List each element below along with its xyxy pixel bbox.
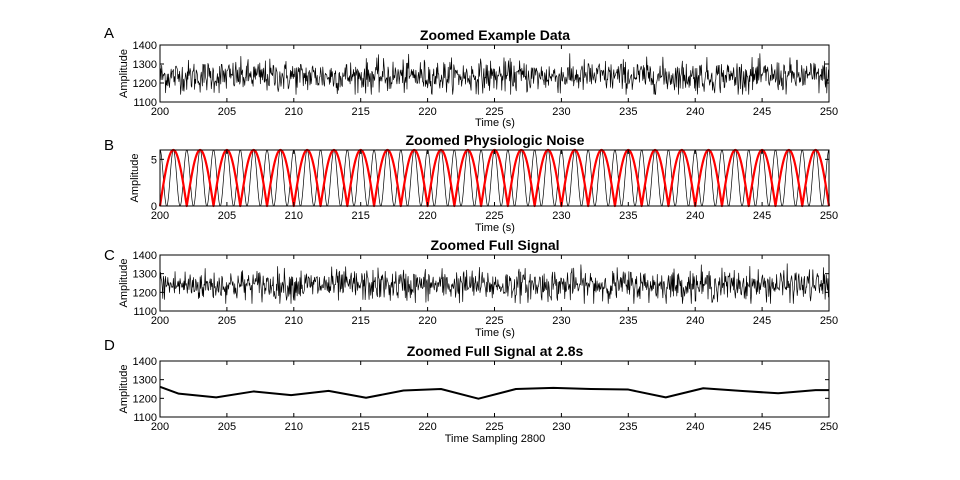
panel-b-xtick-label: 215 xyxy=(352,210,370,222)
panel-a-series-1-line xyxy=(159,53,830,95)
panel-a-ytick-label: 1200 xyxy=(133,78,157,90)
panel-b-xtick-label: 205 xyxy=(218,210,236,222)
panel-d-ytick-label: 1200 xyxy=(133,393,157,405)
panel-c-ytick-label: 1400 xyxy=(133,250,157,262)
panel-d-xtick-label: 215 xyxy=(352,421,370,433)
panel-d-ylabel: Amplitude xyxy=(118,365,130,414)
panel-c-xtick-label: 215 xyxy=(352,315,370,327)
panel-d-xtick-label: 200 xyxy=(151,421,169,433)
panel-letter-b: B xyxy=(104,137,114,154)
panel-a-xtick-label: 200 xyxy=(151,106,169,118)
panel-c-xtick-label: 235 xyxy=(619,315,637,327)
panel-c-xtick-label: 225 xyxy=(485,315,503,327)
panel-letter-a: A xyxy=(104,25,114,42)
panel-b-xtick-label: 225 xyxy=(485,210,503,222)
panel-a-ytick-label: 1100 xyxy=(133,97,157,109)
panel-b-xtick-label: 240 xyxy=(686,210,704,222)
panel-d-ytick-label: 1300 xyxy=(133,375,157,387)
panel-d-xtick-label: 205 xyxy=(218,421,236,433)
panel-b-ytick-label: 5 xyxy=(151,154,157,166)
panel-c-xlabel: Time (s) xyxy=(475,327,515,339)
panel-a-xtick-label: 235 xyxy=(619,106,637,118)
panel-b-xtick-label: 230 xyxy=(552,210,570,222)
panel-letter-d: D xyxy=(104,337,115,354)
panel-c-xtick-label: 220 xyxy=(418,315,436,327)
panel-b-ytick-label: 0 xyxy=(151,201,157,213)
panel-a-xtick-label: 220 xyxy=(418,106,436,118)
panel-c-xtick-label: 240 xyxy=(686,315,704,327)
panel-a-xtick-label: 210 xyxy=(285,106,303,118)
panel-d-xtick-label: 235 xyxy=(619,421,637,433)
panel-b-series-1-line xyxy=(159,149,830,207)
panel-a: A Zoomed Example Data 200 205 210 215 220 225… xyxy=(104,25,838,129)
panel-d-xtick-label: 225 xyxy=(485,421,503,433)
panel-d-ytick-label: 1100 xyxy=(133,412,157,424)
panel-c-xtick-label: 250 xyxy=(820,315,838,327)
panel-a-xtick-label: 230 xyxy=(552,106,570,118)
panel-a-xtick-label: 250 xyxy=(820,106,838,118)
panel-a-xtick-label: 225 xyxy=(485,106,503,118)
panel-c-xtick-label: 245 xyxy=(753,315,771,327)
panel-d-ytick-label: 1400 xyxy=(133,356,157,368)
panel-b-series-2-line xyxy=(158,148,831,208)
panel-a-ylabel: Amplitude xyxy=(118,49,130,98)
panel-b-title: Zoomed Physiologic Noise xyxy=(406,132,585,148)
panel-a-xtick-label: 205 xyxy=(218,106,236,118)
panel-d-xtick-label: 220 xyxy=(418,421,436,433)
panel-c-ytick-label: 1100 xyxy=(133,306,157,318)
panel-a-xtick-label: 215 xyxy=(352,106,370,118)
panel-a-ytick-label: 1300 xyxy=(133,59,157,71)
panel-b-xtick-label: 250 xyxy=(820,210,838,222)
panel-d-xtick-label: 240 xyxy=(686,421,704,433)
panel-d-xtick-label: 250 xyxy=(820,421,838,433)
panel-c-series-1-line xyxy=(159,263,830,304)
panel-a-title: Zoomed Example Data xyxy=(420,27,570,43)
panel-d-xtick-label: 230 xyxy=(552,421,570,433)
panel-c-xtick-label: 205 xyxy=(218,315,236,327)
panel-a-xtick-label: 245 xyxy=(753,106,771,118)
panel-d-xlabel: Time Sampling 2800 xyxy=(445,433,545,445)
panel-c-ylabel: Amplitude xyxy=(118,259,130,308)
panel-a-xtick-label: 240 xyxy=(686,106,704,118)
panel-c-xtick-label: 200 xyxy=(151,315,169,327)
panel-c-title: Zoomed Full Signal xyxy=(430,237,559,253)
panel-d-series-1-line xyxy=(159,385,829,400)
panel-d-xtick-label: 245 xyxy=(753,421,771,433)
panel-b-xlabel: Time (s) xyxy=(475,222,515,234)
panel-c-xtick-label: 210 xyxy=(285,315,303,327)
panel-b-ylabel: Amplitude xyxy=(129,154,141,203)
panel-b-xtick-label: 210 xyxy=(285,210,303,222)
panel-c-ytick-label: 1300 xyxy=(133,269,157,281)
panel-d: D Zoomed Full Signal at 2.8s 200 205 210 21… xyxy=(104,337,838,445)
panel-b-axes-box xyxy=(159,149,830,207)
panel-a-xlabel: Time (s) xyxy=(475,117,515,129)
panel-b-xtick-label: 220 xyxy=(418,210,436,222)
panel-b-xtick-label: 235 xyxy=(619,210,637,222)
panel-c-ytick-label: 1200 xyxy=(133,287,157,299)
panel-d-axes-box xyxy=(159,360,830,418)
panel-c-xtick-label: 230 xyxy=(552,315,570,327)
panel-d-title: Zoomed Full Signal at 2.8s xyxy=(407,343,584,359)
panel-b: B Zoomed Physiologic Noise 200 205 210 215 2… xyxy=(104,132,838,234)
panel-a-ytick-label: 1400 xyxy=(133,40,157,52)
panel-d-xtick-label: 210 xyxy=(285,421,303,433)
panel-b-xtick-label: 200 xyxy=(151,210,169,222)
panel-letter-c: C xyxy=(104,247,115,264)
panel-c: C Zoomed Full Signal 200 205 210 215 220 225 2… xyxy=(104,237,838,339)
panel-b-xtick-label: 245 xyxy=(753,210,771,222)
